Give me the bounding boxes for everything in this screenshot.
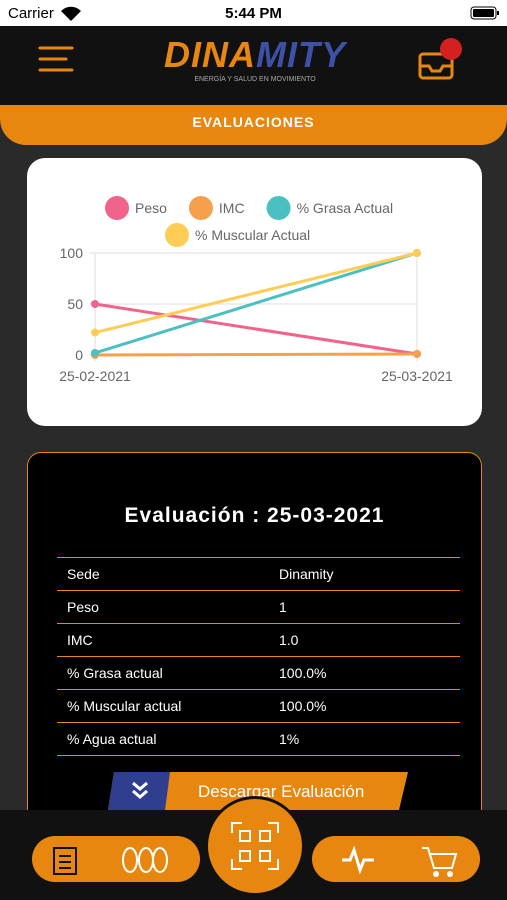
row-label: % Grasa actual: [67, 665, 163, 681]
chart-card: Peso IMC % Grasa Actual % Muscular Actual 0 5…: [27, 158, 482, 426]
data-point: [413, 249, 421, 257]
row-value: 100.0%: [279, 698, 327, 714]
row-value: 1.0: [279, 632, 299, 648]
activity-button[interactable]: [340, 844, 376, 874]
data-point: [91, 328, 99, 337]
row-value: 1: [279, 599, 287, 615]
download-icon-bg: [108, 772, 170, 810]
legend-swatch: [105, 196, 129, 220]
weights-button[interactable]: [120, 846, 172, 874]
table-row: Sede Dinamity: [57, 558, 460, 591]
legend-label: % Muscular Actual: [195, 227, 310, 243]
nav-pill-left: [32, 836, 200, 882]
qr-icon: [231, 822, 279, 870]
legend-swatch: [266, 196, 291, 220]
battery-icon: [470, 6, 499, 20]
bottom-nav: [0, 796, 507, 900]
row-label: Peso: [67, 599, 99, 615]
section-tab: EVALUACIONES: [0, 105, 507, 145]
evaluation-card: [27, 452, 482, 824]
table-row: % Muscular actual 100.0%: [57, 690, 460, 723]
row-value: 1%: [279, 731, 300, 747]
y-tick-label: 50: [67, 296, 83, 312]
tagline: ENERGÍA Y SALUD EN MOVIMIENTO: [194, 76, 316, 83]
logo: DINAMITY: [150, 34, 360, 76]
series-line: [94, 302, 418, 356]
carrier: Carrier: [8, 5, 54, 22]
legend-label: Peso: [135, 200, 167, 216]
row-value: Dinamity: [279, 566, 334, 582]
download-icon: [132, 781, 148, 799]
data-point: [413, 349, 421, 358]
cart-button[interactable]: [420, 844, 460, 878]
y-tick-label: 100: [60, 245, 84, 261]
download-button[interactable]: Descargar Evaluación: [108, 772, 408, 810]
data-point: [91, 300, 99, 308]
evaluation-table: Sede Dinamity Peso 1 IMC 1.0 % Grasa actual 100…: [57, 557, 460, 756]
menu-button[interactable]: [38, 44, 74, 74]
table-row: % Agua actual 1%: [57, 723, 460, 756]
table-row: % Grasa actual 100.0%: [57, 657, 460, 690]
row-label: IMC: [67, 632, 93, 648]
row-label: % Agua actual: [67, 731, 157, 747]
inbox-button[interactable]: [415, 36, 465, 86]
logo-part: MITY: [256, 34, 346, 75]
data-point: [91, 348, 99, 357]
series-line: [94, 251, 418, 335]
legend-label: % Grasa Actual: [297, 200, 394, 216]
evaluation-title: Evaluación : 25-03-2021: [124, 504, 385, 527]
download-label: Descargar Evaluación: [198, 782, 365, 801]
row-value: 100.0%: [279, 665, 327, 681]
nav-pill-right: [312, 836, 480, 882]
row-label: Sede: [67, 566, 100, 582]
clipboard-button[interactable]: [50, 844, 80, 876]
time: 5:44 PM: [225, 5, 282, 22]
series-line: [94, 251, 418, 355]
y-tick-label: 0: [75, 347, 83, 363]
logo-part: DINA: [164, 34, 256, 75]
wifi-icon: [61, 6, 81, 21]
row-label: % Muscular actual: [67, 698, 182, 714]
x-tick-label: 25-02-2021: [59, 368, 131, 384]
legend-swatch: [165, 223, 189, 247]
legend-swatch: [188, 196, 213, 220]
table-row: Peso 1: [57, 591, 460, 624]
x-tick-label: 25-03-2021: [381, 368, 453, 384]
series-line: [94, 352, 418, 357]
table-row: IMC 1.0: [57, 624, 460, 657]
legend-label: IMC: [219, 200, 245, 216]
header: DINAMITY ENERGÍA Y SALUD EN MOVIMIENTO: [0, 26, 507, 106]
qr-button[interactable]: [205, 796, 305, 896]
status-bar: Carrier 5:44 PM: [0, 0, 507, 26]
